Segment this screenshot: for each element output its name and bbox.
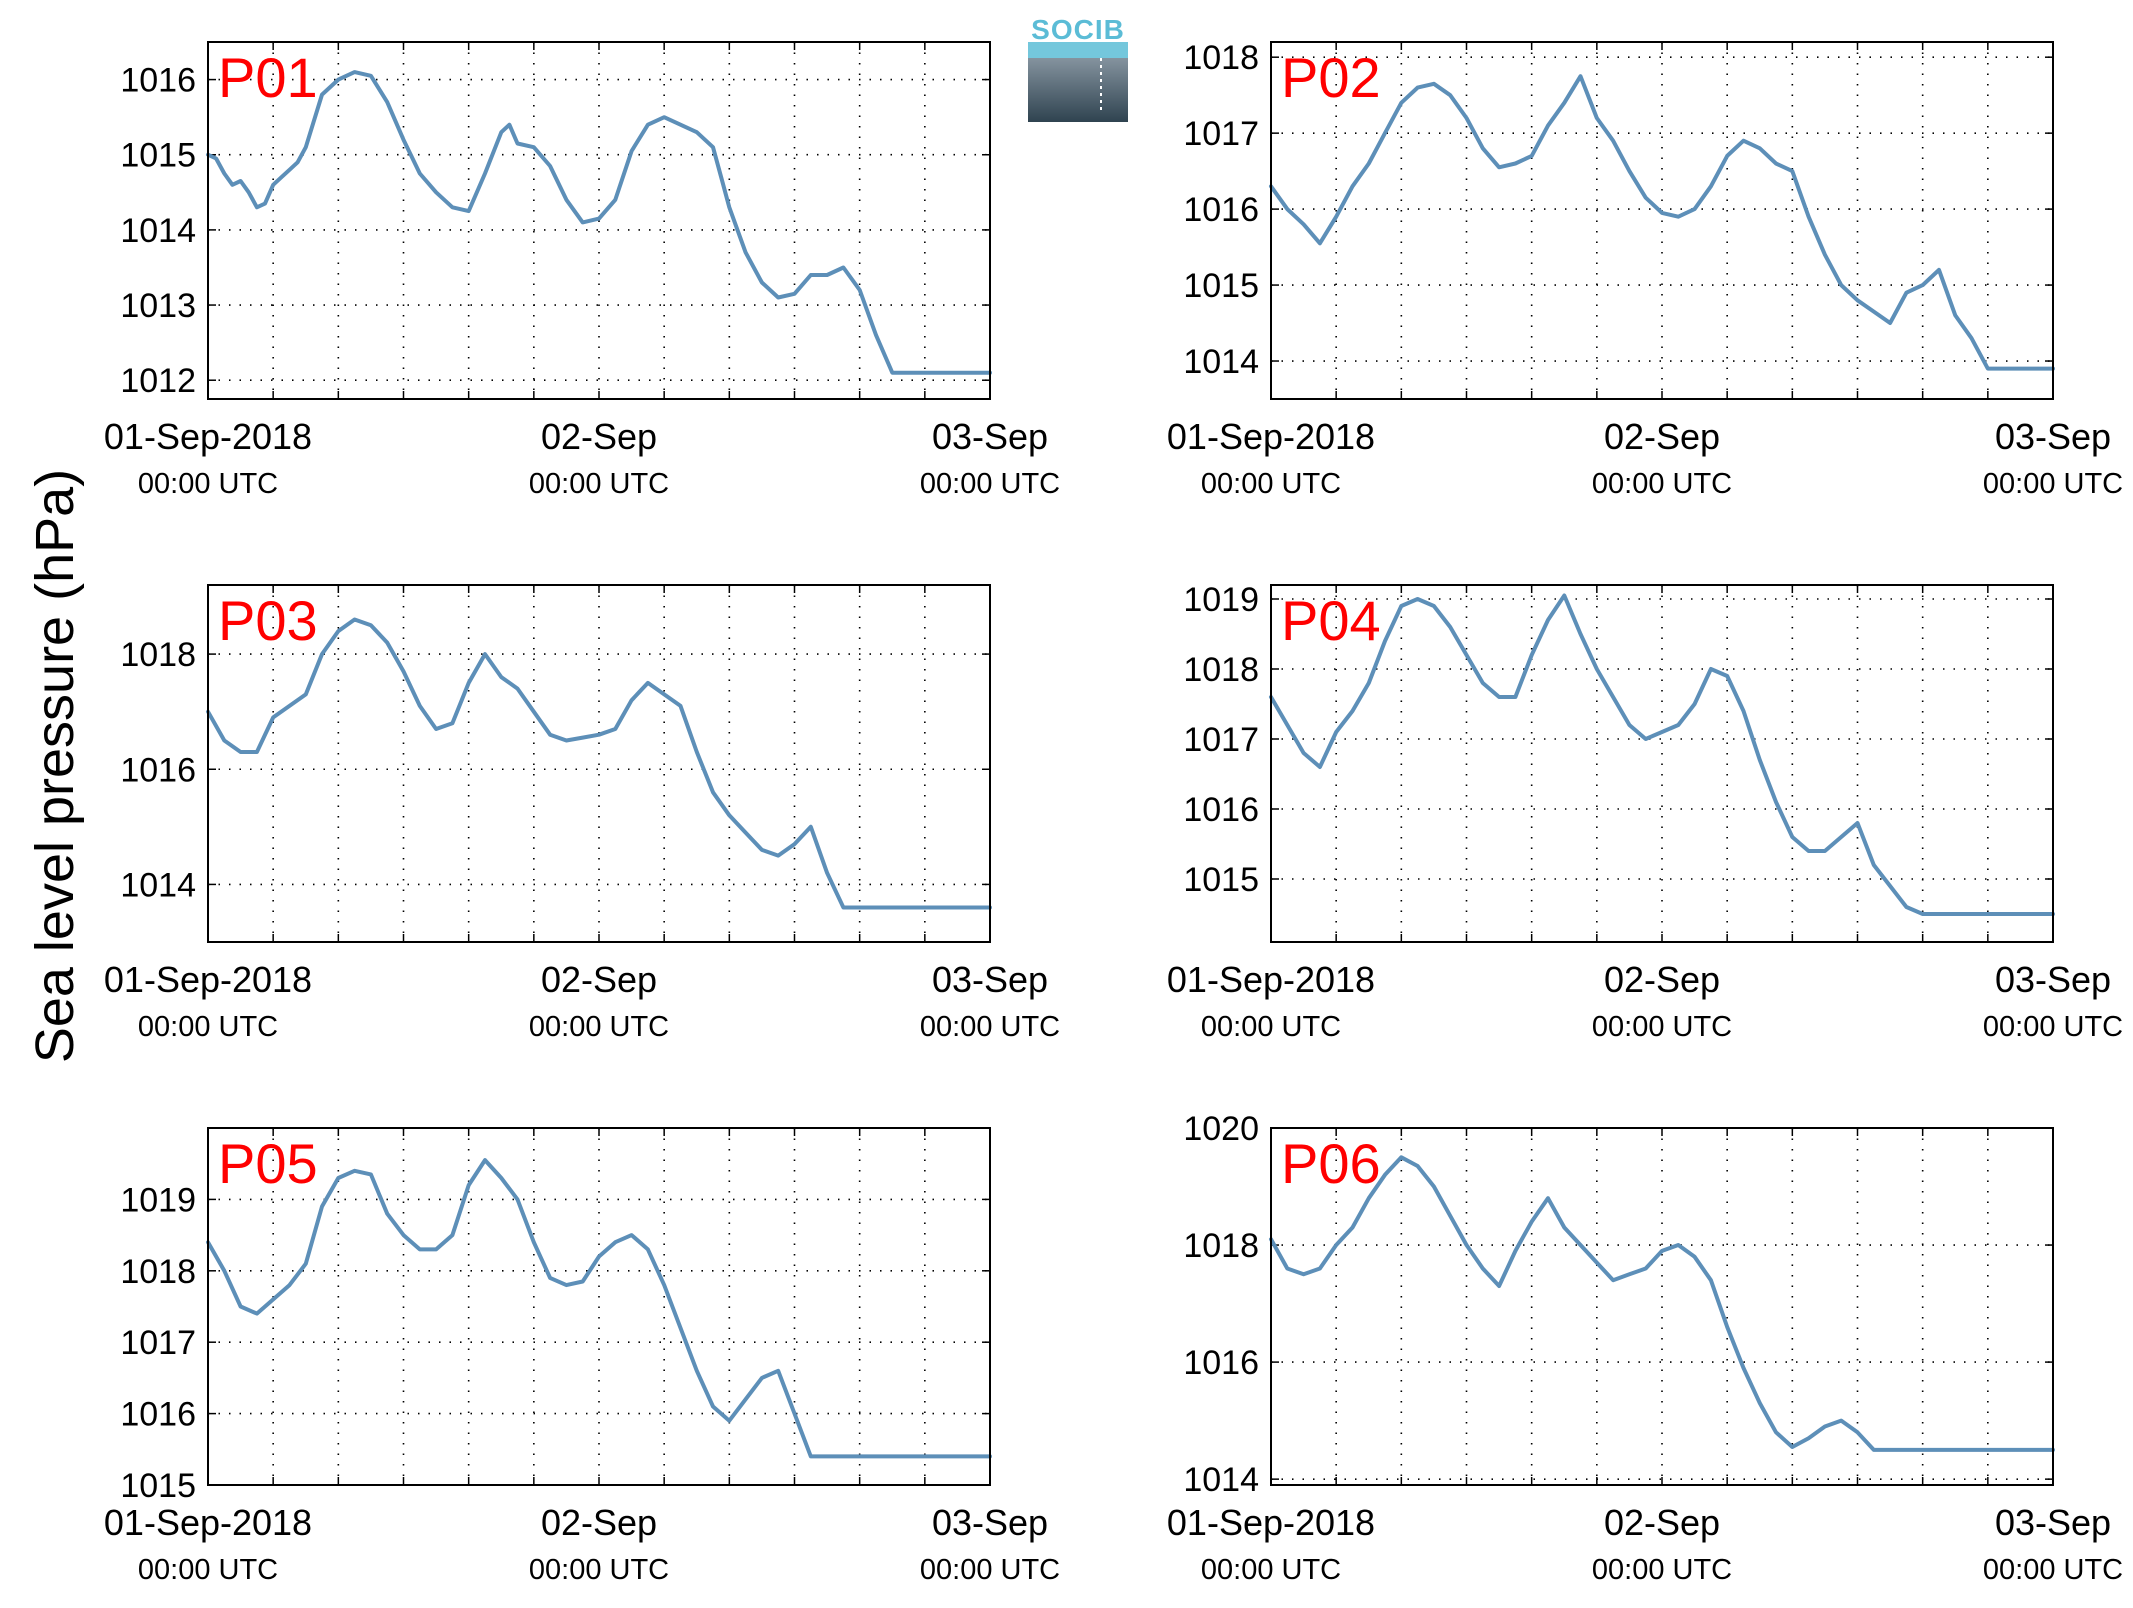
x-tick-sublabel: 00:00 UTC bbox=[138, 1011, 278, 1043]
x-tick-label: 02-Sep bbox=[1604, 416, 1720, 457]
y-tick-label: 1017 bbox=[1183, 721, 1259, 759]
axes-frame bbox=[207, 1127, 991, 1486]
x-tick-sublabel: 00:00 UTC bbox=[920, 1554, 1060, 1586]
x-tick-label: 02-Sep bbox=[541, 1502, 657, 1543]
series-line-p04 bbox=[1269, 593, 2055, 916]
x-tick-sublabel: 00:00 UTC bbox=[1592, 1011, 1732, 1043]
panel-label-p06: P06 bbox=[1281, 1132, 1381, 1195]
series-line-p03 bbox=[206, 617, 992, 910]
panel-p03: 1014 1016 1018 01-Sep-2018 00:00 UTC 02-Sep 00… bbox=[104, 584, 1060, 1043]
x-tick-label: 01-Sep-2018 bbox=[104, 959, 312, 1000]
y-tick-label: 1016 bbox=[1183, 791, 1259, 829]
x-tick-label: 01-Sep-2018 bbox=[1167, 1502, 1375, 1543]
y-tick-label: 1017 bbox=[120, 1324, 196, 1362]
x-tick-sublabel: 00:00 UTC bbox=[138, 468, 278, 500]
x-tick-sublabel: 00:00 UTC bbox=[1201, 468, 1341, 500]
x-tick-sublabel: 00:00 UTC bbox=[920, 1011, 1060, 1043]
logo-graphic bbox=[1028, 42, 1128, 122]
x-tick-sublabel: 00:00 UTC bbox=[1201, 1011, 1341, 1043]
y-tick-label: 1018 bbox=[120, 1253, 196, 1291]
y-tick-label: 1020 bbox=[1183, 1110, 1259, 1148]
x-tick-sublabel: 00:00 UTC bbox=[1983, 1554, 2123, 1586]
axes-frame bbox=[1270, 41, 2054, 400]
panel-p04: 1015 1016 1017 1018 1019 01-Sep-2018 00:00 UTC… bbox=[1167, 581, 2123, 1043]
panel-label-p04: P04 bbox=[1281, 589, 1381, 652]
x-tick-label: 02-Sep bbox=[541, 959, 657, 1000]
x-tick-label: 02-Sep bbox=[1604, 1502, 1720, 1543]
series-line-p06 bbox=[1269, 1155, 2055, 1452]
x-tick-label: 03-Sep bbox=[1995, 416, 2111, 457]
x-tick-sublabel: 00:00 UTC bbox=[1592, 468, 1732, 500]
y-tick-label: 1018 bbox=[1183, 651, 1259, 689]
panel-p05: 1015 1016 1017 1018 1019 01-Sep-2018 00:00 UTC… bbox=[104, 1127, 1060, 1586]
panel-p02: 1014 1015 1016 1017 1018 01-Sep-2018 00:00 UTC… bbox=[1167, 39, 2123, 500]
x-tick-label: 01-Sep-2018 bbox=[104, 416, 312, 457]
x-tick-label: 02-Sep bbox=[1604, 959, 1720, 1000]
y-tick-label: 1018 bbox=[1183, 1227, 1259, 1265]
y-tick-label: 1018 bbox=[1183, 39, 1259, 77]
y-tick-label: 1019 bbox=[1183, 581, 1259, 619]
x-tick-label: 01-Sep-2018 bbox=[1167, 959, 1375, 1000]
socib-logo: SOCIB bbox=[1028, 14, 1128, 122]
x-tick-sublabel: 00:00 UTC bbox=[138, 1554, 278, 1586]
y-tick-label: 1015 bbox=[1183, 267, 1259, 305]
x-tick-sublabel: 00:00 UTC bbox=[1983, 468, 2123, 500]
x-tick-label: 02-Sep bbox=[541, 416, 657, 457]
x-tick-label: 03-Sep bbox=[932, 959, 1048, 1000]
x-tick-label: 03-Sep bbox=[932, 1502, 1048, 1543]
x-tick-sublabel: 00:00 UTC bbox=[1201, 1554, 1341, 1586]
y-tick-label: 1016 bbox=[1183, 191, 1259, 229]
axes-frame bbox=[207, 584, 991, 943]
y-tick-label: 1016 bbox=[1183, 1344, 1259, 1382]
y-tick-label: 1012 bbox=[120, 362, 196, 400]
x-tick-sublabel: 00:00 UTC bbox=[1983, 1011, 2123, 1043]
y-tick-label: 1016 bbox=[120, 62, 196, 100]
x-tick-label: 03-Sep bbox=[1995, 1502, 2111, 1543]
series-line-p01 bbox=[206, 70, 992, 375]
x-tick-sublabel: 00:00 UTC bbox=[529, 1554, 669, 1586]
panel-label-p03: P03 bbox=[218, 589, 318, 652]
x-tick-sublabel: 00:00 UTC bbox=[920, 468, 1060, 500]
series-line-p05 bbox=[206, 1158, 992, 1459]
y-tick-label: 1014 bbox=[120, 212, 196, 250]
y-tick-label: 1019 bbox=[120, 1181, 196, 1219]
y-tick-label: 1013 bbox=[120, 287, 196, 325]
axes-frame bbox=[207, 41, 991, 400]
y-tick-label: 1016 bbox=[120, 751, 196, 789]
axes-frame bbox=[1270, 584, 2054, 943]
y-tick-label: 1015 bbox=[120, 137, 196, 175]
x-tick-sublabel: 00:00 UTC bbox=[529, 468, 669, 500]
y-tick-label: 1014 bbox=[1183, 1461, 1259, 1499]
x-tick-label: 01-Sep-2018 bbox=[104, 1502, 312, 1543]
panel-p01: 1012 1013 1014 1015 1016 01-Sep-2018 00:00 UTC… bbox=[104, 41, 1060, 500]
x-tick-label: 01-Sep-2018 bbox=[1167, 416, 1375, 457]
y-tick-label: 1014 bbox=[1183, 343, 1259, 381]
panel-label-p01: P01 bbox=[218, 46, 318, 109]
shared-y-axis-label: Sea level pressure (hPa) bbox=[25, 468, 85, 1064]
series-line-p02 bbox=[1269, 74, 2055, 371]
y-tick-label: 1014 bbox=[120, 866, 196, 904]
x-tick-label: 03-Sep bbox=[1995, 959, 2111, 1000]
y-tick-label: 1018 bbox=[120, 636, 196, 674]
x-tick-sublabel: 00:00 UTC bbox=[529, 1011, 669, 1043]
axes-frame bbox=[1270, 1127, 2054, 1486]
y-tick-label: 1016 bbox=[120, 1396, 196, 1434]
y-tick-label: 1017 bbox=[1183, 115, 1259, 153]
panel-p06: 1014 1016 1018 1020 01-Sep-2018 00:00 UTC 02-S… bbox=[1167, 1110, 2123, 1586]
panel-label-p02: P02 bbox=[1281, 46, 1381, 109]
x-tick-sublabel: 00:00 UTC bbox=[1592, 1554, 1732, 1586]
panel-label-p05: P05 bbox=[218, 1132, 318, 1195]
logo-text: SOCIB bbox=[1031, 14, 1125, 45]
y-tick-label: 1015 bbox=[120, 1467, 196, 1505]
x-tick-label: 03-Sep bbox=[932, 416, 1048, 457]
y-tick-label: 1015 bbox=[1183, 861, 1259, 899]
